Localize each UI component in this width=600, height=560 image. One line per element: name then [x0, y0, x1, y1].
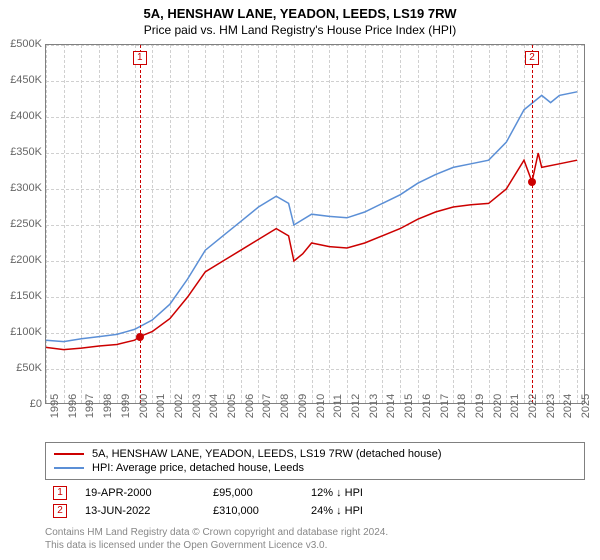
legend-label: 5A, HENSHAW LANE, YEADON, LEEDS, LS19 7R… — [92, 448, 442, 460]
x-axis-tick: 2004 — [208, 394, 220, 418]
x-axis-tick: 2022 — [527, 394, 539, 418]
event-number-box: 1 — [53, 486, 67, 500]
y-axis-tick: £300K — [2, 182, 42, 194]
x-axis-tick: 2003 — [191, 394, 203, 418]
x-axis-tick: 2019 — [474, 394, 486, 418]
y-axis-tick: £150K — [2, 290, 42, 302]
x-axis-tick: 2014 — [385, 394, 397, 418]
legend-label: HPI: Average price, detached house, Leed… — [92, 462, 304, 474]
legend-row: HPI: Average price, detached house, Leed… — [54, 461, 576, 475]
x-axis-tick: 2017 — [439, 394, 451, 418]
x-axis-tick: 2015 — [403, 394, 415, 418]
x-axis-tick: 2011 — [332, 394, 344, 418]
event-vline — [140, 45, 141, 403]
chart-lines — [46, 45, 584, 403]
x-axis-tick: 2021 — [509, 394, 521, 418]
y-axis-tick: £0 — [2, 398, 42, 410]
event-pct: 12% ↓ HPI — [311, 487, 411, 499]
x-axis-tick: 2005 — [226, 394, 238, 418]
event-date: 13-JUN-2022 — [85, 505, 195, 517]
event-marker — [136, 333, 144, 341]
y-axis-tick: £450K — [2, 74, 42, 86]
x-axis-tick: 2018 — [456, 394, 468, 418]
x-axis-tick: 2001 — [155, 394, 167, 418]
chart-subtitle: Price paid vs. HM Land Registry's House … — [0, 21, 600, 41]
x-axis-tick: 2013 — [368, 394, 380, 418]
y-axis-tick: £200K — [2, 254, 42, 266]
event-price: £310,000 — [213, 505, 293, 517]
event-vline — [532, 45, 533, 403]
footer-attribution: Contains HM Land Registry data © Crown c… — [45, 526, 388, 552]
x-axis-tick: 1998 — [102, 394, 114, 418]
legend-swatch-hpi — [54, 467, 84, 469]
x-axis-tick: 2010 — [315, 394, 327, 418]
chart-title: 5A, HENSHAW LANE, YEADON, LEEDS, LS19 7R… — [0, 0, 600, 21]
event-number-box: 2 — [525, 51, 539, 65]
x-axis-tick: 2006 — [244, 394, 256, 418]
series-property — [46, 153, 577, 350]
x-axis-tick: 2009 — [297, 394, 309, 418]
y-axis-tick: £250K — [2, 218, 42, 230]
series-hpi — [46, 92, 577, 342]
legend-row: 5A, HENSHAW LANE, YEADON, LEEDS, LS19 7R… — [54, 447, 576, 461]
footer-line: This data is licensed under the Open Gov… — [45, 539, 388, 552]
x-axis-tick: 2012 — [350, 394, 362, 418]
chart-legend: 5A, HENSHAW LANE, YEADON, LEEDS, LS19 7R… — [45, 442, 585, 480]
x-axis-tick: 2020 — [492, 394, 504, 418]
event-number-box: 2 — [53, 504, 67, 518]
x-axis-tick: 2008 — [279, 394, 291, 418]
x-axis-tick: 2007 — [261, 394, 273, 418]
y-axis-tick: £400K — [2, 110, 42, 122]
event-price: £95,000 — [213, 487, 293, 499]
events-table: 1 19-APR-2000 £95,000 12% ↓ HPI 2 13-JUN… — [45, 484, 585, 520]
x-axis-tick: 2000 — [138, 394, 150, 418]
x-axis-tick: 2025 — [580, 394, 592, 418]
footer-line: Contains HM Land Registry data © Crown c… — [45, 526, 388, 539]
x-axis-tick: 1999 — [120, 394, 132, 418]
x-axis-tick: 2016 — [421, 394, 433, 418]
x-axis-tick: 1996 — [67, 394, 79, 418]
event-date: 19-APR-2000 — [85, 487, 195, 499]
chart-plot-area: 12 — [45, 44, 585, 404]
x-axis-tick: 2023 — [545, 394, 557, 418]
event-row: 2 13-JUN-2022 £310,000 24% ↓ HPI — [45, 502, 585, 520]
y-axis-tick: £100K — [2, 326, 42, 338]
event-row: 1 19-APR-2000 £95,000 12% ↓ HPI — [45, 484, 585, 502]
x-axis-tick: 1995 — [49, 394, 61, 418]
y-axis-tick: £350K — [2, 146, 42, 158]
x-axis-tick: 2002 — [173, 394, 185, 418]
legend-swatch-property — [54, 453, 84, 455]
x-axis-tick: 1997 — [84, 394, 96, 418]
event-marker — [528, 178, 536, 186]
y-axis-tick: £50K — [2, 362, 42, 374]
event-number-box: 1 — [133, 51, 147, 65]
event-pct: 24% ↓ HPI — [311, 505, 411, 517]
x-axis-tick: 2024 — [562, 394, 574, 418]
y-axis-tick: £500K — [2, 38, 42, 50]
